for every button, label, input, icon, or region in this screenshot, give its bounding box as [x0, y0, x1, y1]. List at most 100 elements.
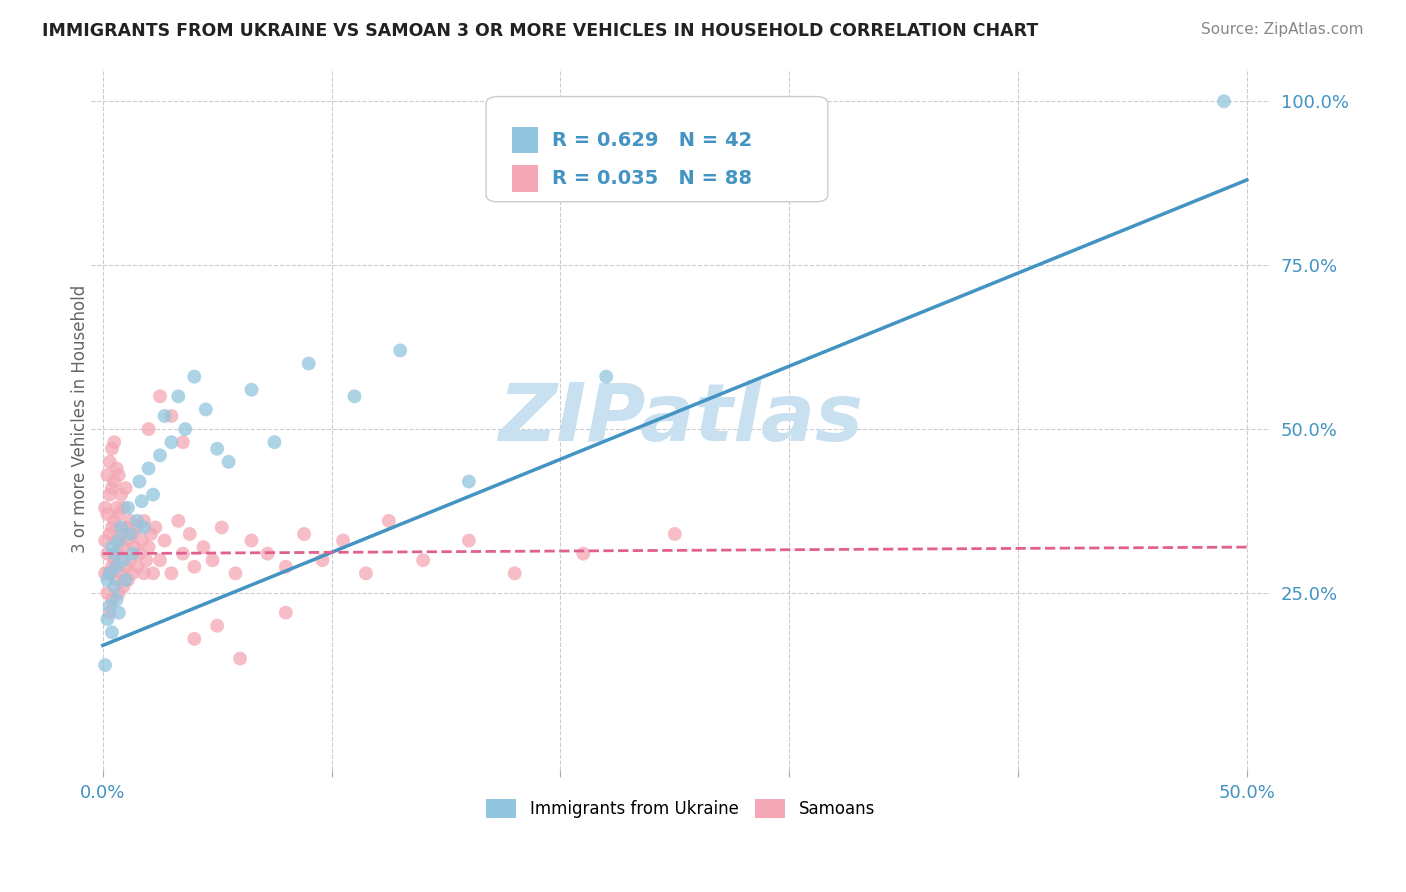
- Point: [103, 547, 125, 561]
- Point: [149, 553, 172, 567]
- Point: [1213, 95, 1236, 109]
- Point: [128, 547, 150, 561]
- Point: [132, 520, 155, 534]
- Point: [201, 553, 224, 567]
- Point: [138, 422, 160, 436]
- Point: [457, 533, 479, 548]
- Point: [138, 540, 160, 554]
- Point: [172, 435, 194, 450]
- Point: [193, 540, 215, 554]
- Point: [127, 520, 149, 534]
- Point: [108, 586, 131, 600]
- Text: IMMIGRANTS FROM UKRAINE VS SAMOAN 3 OR MORE VEHICLES IN HOUSEHOLD CORRELATION CH: IMMIGRANTS FROM UKRAINE VS SAMOAN 3 OR M…: [42, 22, 1039, 40]
- Point: [120, 514, 142, 528]
- Point: [103, 475, 125, 489]
- Point: [274, 606, 297, 620]
- Point: [110, 527, 132, 541]
- Point: [108, 508, 131, 522]
- Point: [183, 632, 205, 646]
- Point: [139, 527, 162, 541]
- Bar: [512, 165, 538, 192]
- Point: [117, 533, 139, 548]
- Point: [179, 527, 201, 541]
- Point: [114, 559, 136, 574]
- Point: [105, 461, 128, 475]
- Point: [105, 573, 128, 587]
- Point: [96, 586, 118, 600]
- Point: [205, 442, 228, 456]
- Point: [183, 559, 205, 574]
- Point: [172, 547, 194, 561]
- Point: [110, 488, 132, 502]
- Point: [572, 547, 595, 561]
- Point: [105, 500, 128, 515]
- Point: [256, 547, 278, 561]
- Point: [121, 566, 143, 581]
- Point: [263, 435, 285, 450]
- Point: [112, 553, 135, 567]
- Point: [108, 547, 131, 561]
- Point: [145, 520, 167, 534]
- Point: [131, 494, 153, 508]
- Point: [120, 527, 142, 541]
- Point: [120, 553, 142, 567]
- Point: [110, 520, 132, 534]
- Point: [229, 651, 252, 665]
- Point: [98, 566, 121, 581]
- Point: [114, 481, 136, 495]
- Point: [103, 553, 125, 567]
- Point: [311, 553, 333, 567]
- Point: [240, 383, 263, 397]
- Point: [142, 488, 165, 502]
- Point: [389, 343, 412, 358]
- Point: [298, 357, 321, 371]
- Point: [108, 467, 131, 482]
- Point: [98, 566, 121, 581]
- Point: [101, 625, 124, 640]
- Point: [664, 527, 686, 541]
- Point: [105, 533, 128, 548]
- Point: [94, 566, 117, 581]
- Point: [332, 533, 354, 548]
- Point: [98, 527, 121, 541]
- Point: [112, 579, 135, 593]
- Text: ZIPatlas: ZIPatlas: [498, 380, 863, 458]
- Point: [160, 566, 183, 581]
- Point: [114, 520, 136, 534]
- Point: [96, 612, 118, 626]
- Point: [167, 514, 190, 528]
- Point: [149, 389, 172, 403]
- Point: [117, 500, 139, 515]
- Point: [274, 559, 297, 574]
- Point: [142, 566, 165, 581]
- Point: [112, 500, 135, 515]
- Y-axis label: 3 or more Vehicles in Household: 3 or more Vehicles in Household: [72, 285, 89, 553]
- Point: [135, 553, 157, 567]
- Point: [160, 409, 183, 423]
- Point: [98, 606, 121, 620]
- Legend: Immigrants from Ukraine, Samoans: Immigrants from Ukraine, Samoans: [479, 792, 882, 825]
- Point: [121, 527, 143, 541]
- Text: R = 0.629   N = 42: R = 0.629 N = 42: [553, 130, 752, 150]
- Point: [98, 455, 121, 469]
- Point: [160, 435, 183, 450]
- Point: [292, 527, 315, 541]
- Point: [121, 547, 143, 561]
- Point: [108, 606, 131, 620]
- Point: [98, 488, 121, 502]
- Point: [105, 559, 128, 574]
- Point: [457, 475, 479, 489]
- FancyBboxPatch shape: [486, 96, 828, 202]
- Point: [211, 520, 233, 534]
- Point: [101, 559, 124, 574]
- Point: [128, 475, 150, 489]
- Point: [153, 533, 176, 548]
- Point: [149, 448, 172, 462]
- Point: [354, 566, 377, 581]
- Point: [124, 540, 146, 554]
- Point: [108, 533, 131, 548]
- Point: [132, 514, 155, 528]
- Point: [131, 533, 153, 548]
- Point: [174, 422, 197, 436]
- Point: [101, 540, 124, 554]
